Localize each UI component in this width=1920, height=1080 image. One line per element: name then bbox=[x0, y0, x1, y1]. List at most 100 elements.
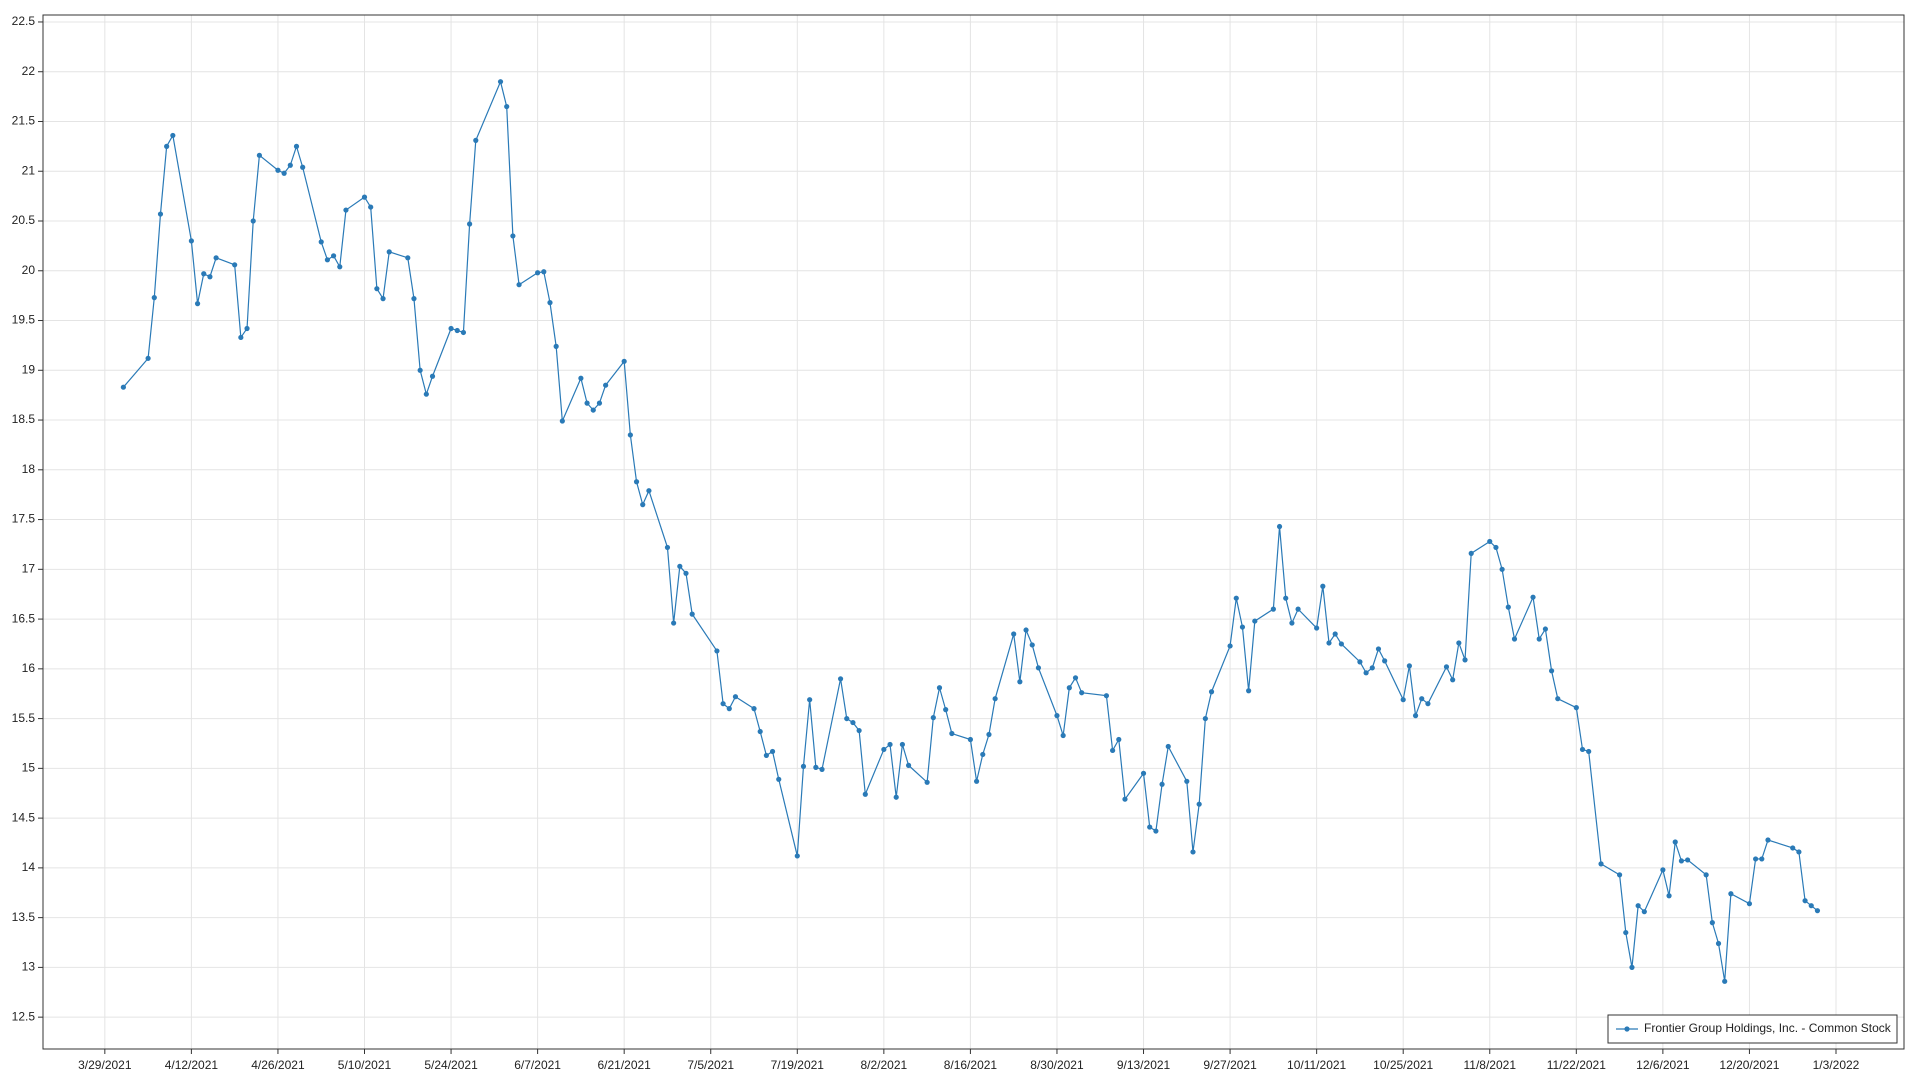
data-point bbox=[590, 407, 596, 413]
data-point bbox=[1419, 696, 1425, 702]
data-point bbox=[448, 325, 454, 332]
data-point bbox=[757, 728, 763, 735]
data-point bbox=[256, 152, 262, 158]
data-point bbox=[1641, 909, 1647, 915]
data-point bbox=[1023, 627, 1029, 633]
data-point bbox=[250, 218, 256, 224]
legend-marker bbox=[1624, 1026, 1630, 1032]
data-point bbox=[1363, 670, 1369, 676]
data-point bbox=[201, 271, 207, 277]
data-point bbox=[1660, 867, 1666, 873]
data-point bbox=[337, 264, 343, 270]
data-point bbox=[813, 764, 819, 770]
y-tick-label: 19 bbox=[22, 362, 36, 376]
data-point bbox=[504, 103, 510, 110]
x-tick-label: 3/29/2021 bbox=[78, 1058, 132, 1072]
data-point bbox=[1685, 857, 1691, 863]
x-tick-label: 5/10/2021 bbox=[338, 1058, 392, 1072]
data-point bbox=[516, 282, 522, 288]
data-point bbox=[1709, 920, 1715, 926]
x-tick-label: 7/5/2021 bbox=[687, 1058, 734, 1072]
data-point bbox=[1808, 903, 1814, 909]
data-point bbox=[603, 382, 609, 388]
x-tick-label: 11/8/2021 bbox=[1464, 1058, 1517, 1072]
data-point bbox=[1635, 903, 1641, 909]
data-point bbox=[1357, 659, 1363, 665]
data-point bbox=[1493, 544, 1499, 551]
data-point bbox=[423, 391, 429, 397]
data-point bbox=[887, 741, 893, 748]
data-point bbox=[1728, 891, 1734, 897]
x-tick-label: 8/30/2021 bbox=[1030, 1058, 1084, 1072]
data-point bbox=[287, 162, 293, 168]
data-point bbox=[1369, 665, 1375, 671]
data-point bbox=[1375, 646, 1382, 652]
data-point bbox=[293, 143, 300, 149]
data-point bbox=[244, 325, 250, 332]
data-point bbox=[800, 763, 807, 769]
x-tick-label: 6/21/2021 bbox=[597, 1058, 651, 1072]
data-point bbox=[1765, 837, 1771, 843]
x-tick-label: 5/24/2021 bbox=[424, 1058, 478, 1072]
data-point bbox=[275, 167, 281, 173]
data-point bbox=[1796, 849, 1802, 855]
data-point bbox=[862, 791, 868, 797]
data-point bbox=[1338, 641, 1344, 647]
y-tick-label: 14 bbox=[22, 860, 36, 874]
data-point bbox=[300, 164, 306, 170]
data-point bbox=[324, 257, 331, 263]
data-point bbox=[837, 676, 844, 682]
y-tick-label: 17 bbox=[22, 561, 36, 575]
data-point bbox=[1456, 640, 1462, 646]
y-tick-label: 13 bbox=[22, 960, 36, 974]
x-tick-label: 9/27/2021 bbox=[1203, 1058, 1257, 1072]
y-tick-label: 15 bbox=[22, 761, 36, 775]
data-point bbox=[1443, 664, 1450, 670]
data-point bbox=[1753, 856, 1759, 862]
data-point bbox=[1314, 625, 1320, 631]
x-tick-label: 8/16/2021 bbox=[944, 1058, 998, 1072]
data-point bbox=[1208, 689, 1215, 695]
data-point bbox=[1382, 658, 1388, 664]
data-point bbox=[596, 400, 603, 406]
data-point bbox=[281, 170, 287, 176]
y-tick-label: 21 bbox=[22, 163, 36, 177]
data-point bbox=[986, 731, 992, 738]
data-point bbox=[535, 270, 541, 276]
data-point bbox=[776, 776, 782, 782]
data-point bbox=[553, 343, 559, 349]
data-point bbox=[1140, 770, 1147, 776]
data-point bbox=[1678, 858, 1685, 864]
data-point bbox=[1548, 668, 1555, 674]
y-tick-label: 16 bbox=[22, 661, 36, 675]
data-point bbox=[386, 249, 392, 255]
data-point bbox=[794, 853, 800, 859]
x-tick-label: 8/2/2021 bbox=[860, 1058, 907, 1072]
y-tick-label: 22.5 bbox=[12, 14, 36, 28]
data-point bbox=[893, 794, 899, 800]
data-point bbox=[819, 766, 825, 772]
data-point bbox=[318, 239, 324, 245]
data-point bbox=[1239, 624, 1246, 630]
data-point bbox=[1116, 736, 1122, 743]
data-point bbox=[720, 701, 726, 707]
y-tick-label: 15.5 bbox=[12, 711, 36, 725]
y-tick-label: 20 bbox=[22, 263, 36, 277]
data-point bbox=[1320, 583, 1326, 589]
x-tick-label: 10/11/2021 bbox=[1287, 1058, 1346, 1072]
data-point bbox=[584, 400, 590, 406]
data-point bbox=[1332, 631, 1338, 637]
data-point bbox=[1616, 872, 1623, 878]
data-point bbox=[1511, 636, 1518, 642]
y-tick-label: 20.5 bbox=[12, 213, 36, 227]
data-point bbox=[850, 719, 856, 726]
data-point bbox=[368, 204, 374, 210]
data-point bbox=[1276, 523, 1283, 530]
data-point bbox=[973, 778, 980, 784]
data-point bbox=[1530, 594, 1536, 600]
y-tick-label: 22 bbox=[22, 64, 36, 78]
data-point bbox=[411, 296, 417, 302]
data-point bbox=[1746, 901, 1753, 907]
data-point bbox=[1110, 747, 1116, 754]
